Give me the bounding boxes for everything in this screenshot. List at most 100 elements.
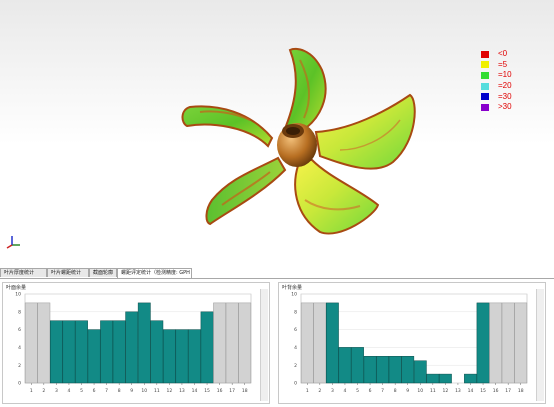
bar [514, 302, 528, 384]
bar [112, 320, 126, 384]
bar [49, 320, 63, 384]
legend-swatch [481, 82, 489, 90]
x-tick-label: 7 [105, 388, 108, 394]
bar [426, 373, 440, 384]
axes-triad-icon [6, 236, 20, 249]
x-tick-label: 1 [30, 388, 33, 394]
bar [175, 329, 189, 384]
x-tick-label: 8 [394, 388, 397, 394]
legend-label: <0 [498, 49, 508, 59]
3d-viewport[interactable]: <0 =5 =10 =20 =30 >30 [0, 0, 554, 262]
bar [401, 356, 415, 384]
bar [213, 302, 227, 384]
x-tick-label: 11 [154, 388, 160, 394]
x-tick-label: 1 [306, 388, 309, 394]
legend-swatch [481, 61, 489, 69]
legend-swatch [481, 71, 489, 79]
legend-label: =30 [498, 91, 512, 101]
legend-label: =5 [498, 59, 508, 69]
y-tick-label: 2 [18, 363, 21, 369]
bar [501, 302, 515, 384]
y-tick-label: 4 [18, 345, 21, 351]
x-tick-label: 10 [141, 388, 147, 394]
face-allowance-panel: 叶面余量 0 2 4 6 8 10 1 2 3 4 5 6 7 8 9 10 11 12 13 14 15 16 17 18 [2, 282, 270, 404]
tab-thickness-stats[interactable]: 叶片厚度统计 [0, 268, 47, 277]
x-tick-label: 4 [68, 388, 71, 394]
y-tick-label: 0 [294, 381, 297, 387]
y-tick-label: 6 [18, 327, 21, 333]
tab-bar: 叶片厚度统计 叶片螺距统计 截面轮廓 螺距评定统计（检测精度: GPH S%） [0, 268, 554, 279]
back-chart-scrollbar[interactable] [536, 289, 544, 401]
legend-swatch [481, 103, 489, 111]
bar [150, 320, 164, 384]
x-tick-label: 4 [344, 388, 347, 394]
x-tick-label: 12 [167, 388, 173, 394]
x-tick-label: 9 [406, 388, 409, 394]
x-tick-label: 14 [192, 388, 198, 394]
x-tick-label: 16 [217, 388, 223, 394]
bar [338, 347, 352, 384]
back-allowance-title: 叶背余量 [282, 285, 303, 291]
x-tick-label: 17 [505, 388, 511, 394]
bar [438, 373, 452, 384]
tab-section-profile[interactable]: 截面轮廓 [89, 268, 117, 277]
x-tick-label: 6 [369, 388, 372, 394]
bar [413, 360, 427, 384]
y-tick-label: 4 [294, 345, 297, 351]
y-tick-label: 0 [18, 381, 21, 387]
tab-pitch-evaluation[interactable]: 螺距评定统计（检测精度: GPH S%） [117, 268, 192, 278]
x-tick-label: 5 [80, 388, 83, 394]
face-allowance-title: 叶面余量 [6, 285, 27, 291]
blade-2 [284, 47, 327, 134]
bar [24, 302, 38, 384]
x-tick-label: 3 [55, 388, 58, 394]
bar [87, 329, 101, 384]
bar [100, 320, 114, 384]
x-tick-label: 2 [42, 388, 45, 394]
x-tick-label: 9 [130, 388, 133, 394]
legend-item: =20 [481, 81, 541, 92]
x-tick-label: 13 [179, 388, 185, 394]
bar [188, 329, 201, 384]
legend-item: =5 [481, 60, 541, 71]
bar [313, 302, 327, 384]
legend-label: =20 [498, 81, 512, 91]
color-legend: <0 =5 =10 =20 =30 >30 [481, 49, 541, 113]
face-chart-scrollbar[interactable] [260, 289, 268, 401]
x-tick-label: 3 [331, 388, 334, 394]
x-tick-label: 18 [242, 388, 248, 394]
y-tick-label: 8 [18, 309, 21, 315]
bar [388, 356, 402, 384]
legend-item: >30 [481, 102, 541, 113]
x-tick-label: 14 [468, 388, 474, 394]
y-tick-label: 2 [294, 363, 297, 369]
bar [200, 311, 214, 384]
blade-4 [294, 159, 380, 235]
bar [351, 347, 364, 384]
legend-item: =10 [481, 70, 541, 81]
bar [376, 356, 390, 384]
y-tick-label: 8 [294, 309, 297, 315]
bar [325, 302, 339, 384]
tab-pitch-stats[interactable]: 叶片螺距统计 [47, 268, 89, 277]
legend-item: =30 [481, 91, 541, 102]
propeller-model[interactable] [0, 0, 554, 262]
bar [162, 329, 176, 384]
x-tick-label: 12 [443, 388, 449, 394]
bar [363, 356, 377, 384]
bar [476, 302, 490, 384]
x-tick-label: 15 [480, 388, 486, 394]
x-tick-label: 18 [518, 388, 524, 394]
x-tick-label: 7 [381, 388, 384, 394]
x-tick-label: 15 [204, 388, 210, 394]
bar [37, 302, 51, 384]
bar [125, 311, 139, 384]
x-tick-label: 2 [318, 388, 321, 394]
y-tick-label: 6 [294, 327, 297, 333]
legend-item: <0 [481, 49, 541, 60]
x-tick-label: 11 [430, 388, 436, 394]
blade-1 [181, 105, 274, 148]
x-tick-label: 8 [118, 388, 121, 394]
